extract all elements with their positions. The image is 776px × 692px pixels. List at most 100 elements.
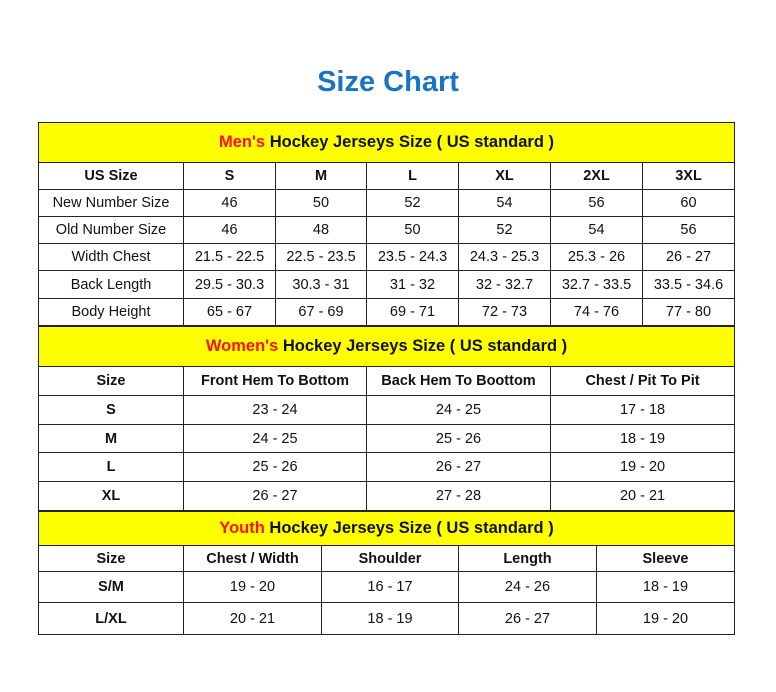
table-cell: 26 - 27	[458, 602, 597, 635]
table-cell: 17 - 18	[549, 395, 736, 425]
column-header: 3XL	[642, 162, 735, 190]
column-header: Back Hem To Boottom	[366, 366, 551, 396]
table-row: Old Number Size 46 48 50 52 54 56	[38, 216, 735, 244]
table-cell: 31 - 32	[366, 270, 459, 299]
table-cell: 20 - 21	[549, 481, 736, 511]
table-row: XL 26 - 27 27 - 28 20 - 21	[38, 481, 736, 511]
column-header: Sleeve	[595, 545, 736, 572]
table-cell: 33.5 - 34.6	[642, 270, 735, 299]
row-label: S	[38, 395, 184, 425]
table-cell: 72 - 73	[458, 298, 551, 326]
youth-size-table: Youth Hockey Jerseys Size ( US standard …	[37, 511, 736, 635]
row-label: Back Length	[38, 270, 184, 299]
table-row: L/XL 20 - 21 18 - 19 26 - 27 19 - 20	[38, 602, 736, 635]
table-row: Back Length 29.5 - 30.3 30.3 - 31 31 - 32 32…	[38, 270, 735, 299]
header-row: US Size S M L XL 2XL 3XL	[38, 162, 735, 190]
table-cell: 20 - 21	[183, 602, 322, 635]
table-cell: 22.5 - 23.5	[275, 243, 367, 271]
table-cell: 26 - 27	[642, 243, 735, 271]
table-cell: 54	[550, 216, 643, 244]
row-label: Body Height	[38, 298, 184, 326]
heading-highlight: Women's	[205, 337, 279, 355]
table-cell: 19 - 20	[595, 602, 736, 635]
table-cell: 18 - 19	[321, 602, 459, 635]
table-cell: 25.3 - 26	[550, 243, 643, 271]
column-header: Length	[458, 545, 597, 572]
table-cell: 56	[550, 189, 643, 217]
row-label: Width Chest	[38, 243, 184, 271]
size-chart: Men's Hockey Jerseys Size ( US standard …	[37, 122, 736, 635]
page-title: Size Chart	[317, 66, 459, 98]
table-cell: 16 - 17	[321, 571, 459, 603]
header-row: Size Chest / Width Shoulder Length Sleeve	[38, 545, 736, 572]
table-cell: 50	[366, 216, 459, 244]
table-cell: 24 - 25	[366, 395, 551, 425]
table-row: New Number Size 46 50 52 54 56 60	[38, 189, 735, 217]
womens-size-table: Women's Hockey Jerseys Size ( US standar…	[37, 326, 736, 511]
heading-text: Hockey Jerseys Size ( US standard )	[264, 519, 554, 537]
table-cell: 60	[642, 189, 735, 217]
row-label: S/M	[38, 571, 184, 603]
table-cell: 56	[642, 216, 735, 244]
table-cell: 18 - 19	[549, 424, 736, 453]
table-row: Body Height 65 - 67 67 - 69 69 - 71 72 - 73 7…	[38, 298, 735, 326]
row-label: L/XL	[38, 602, 184, 635]
column-header: Size	[38, 545, 184, 572]
column-header: US Size	[38, 162, 184, 190]
table-row: S/M 19 - 20 16 - 17 24 - 26 18 - 19	[38, 571, 736, 603]
table-cell: 18 - 19	[595, 571, 736, 603]
table-cell: 19 - 20	[549, 452, 736, 482]
row-label: Old Number Size	[38, 216, 184, 244]
table-row: S 23 - 24 24 - 25 17 - 18	[38, 395, 736, 425]
women-section-heading: Women's Hockey Jerseys Size ( US standar…	[37, 326, 736, 367]
mens-size-table: Men's Hockey Jerseys Size ( US standard …	[38, 122, 735, 326]
table-row: L 25 - 26 26 - 27 19 - 20	[38, 452, 736, 482]
header-row: Size Front Hem To Bottom Back Hem To Boott…	[38, 366, 736, 396]
table-cell: 19 - 20	[183, 571, 322, 603]
table-cell: 24 - 26	[458, 571, 597, 603]
row-label: New Number Size	[38, 189, 184, 217]
table-cell: 29.5 - 30.3	[183, 270, 276, 299]
table-row: M 24 - 25 25 - 26 18 - 19	[38, 424, 736, 453]
heading-text: Hockey Jerseys Size ( US standard )	[265, 133, 554, 151]
column-header: M	[275, 162, 367, 190]
table-cell: 32.7 - 33.5	[550, 270, 643, 299]
table-cell: 77 - 80	[642, 298, 735, 326]
row-label: XL	[38, 481, 184, 511]
table-cell: 25 - 26	[366, 424, 551, 453]
table-cell: 24 - 25	[183, 424, 367, 453]
row-label: L	[38, 452, 184, 482]
table-cell: 24.3 - 25.3	[458, 243, 551, 271]
table-cell: 52	[458, 216, 551, 244]
table-cell: 23 - 24	[183, 395, 367, 425]
table-cell: 69 - 71	[366, 298, 459, 326]
table-cell: 46	[183, 189, 276, 217]
column-header: Shoulder	[321, 545, 459, 572]
table-cell: 26 - 27	[183, 481, 367, 511]
table-cell: 46	[183, 216, 276, 244]
table-cell: 74 - 76	[550, 298, 643, 326]
table-cell: 52	[366, 189, 459, 217]
table-cell: 50	[275, 189, 367, 217]
table-cell: 21.5 - 22.5	[183, 243, 276, 271]
column-header: Front Hem To Bottom	[183, 366, 367, 396]
column-header: S	[183, 162, 276, 190]
table-cell: 32 - 32.7	[458, 270, 551, 299]
table-cell: 67 - 69	[275, 298, 367, 326]
table-cell: 30.3 - 31	[275, 270, 367, 299]
table-cell: 23.5 - 24.3	[366, 243, 459, 271]
heading-highlight: Men's	[219, 133, 266, 151]
column-header: 2XL	[550, 162, 643, 190]
youth-section-heading: Youth Hockey Jerseys Size ( US standard …	[37, 511, 736, 546]
column-header: L	[366, 162, 459, 190]
table-cell: 26 - 27	[366, 452, 551, 482]
column-header: Size	[38, 366, 184, 396]
column-header: Chest / Width	[183, 545, 322, 572]
column-header: Chest / Pit To Pit	[549, 366, 736, 396]
table-cell: 25 - 26	[183, 452, 367, 482]
men-section-heading: Men's Hockey Jerseys Size ( US standard …	[38, 122, 735, 163]
heading-highlight: Youth	[219, 519, 265, 537]
table-cell: 65 - 67	[183, 298, 276, 326]
table-cell: 27 - 28	[366, 481, 551, 511]
heading-text: Hockey Jerseys Size ( US standard )	[278, 337, 568, 355]
